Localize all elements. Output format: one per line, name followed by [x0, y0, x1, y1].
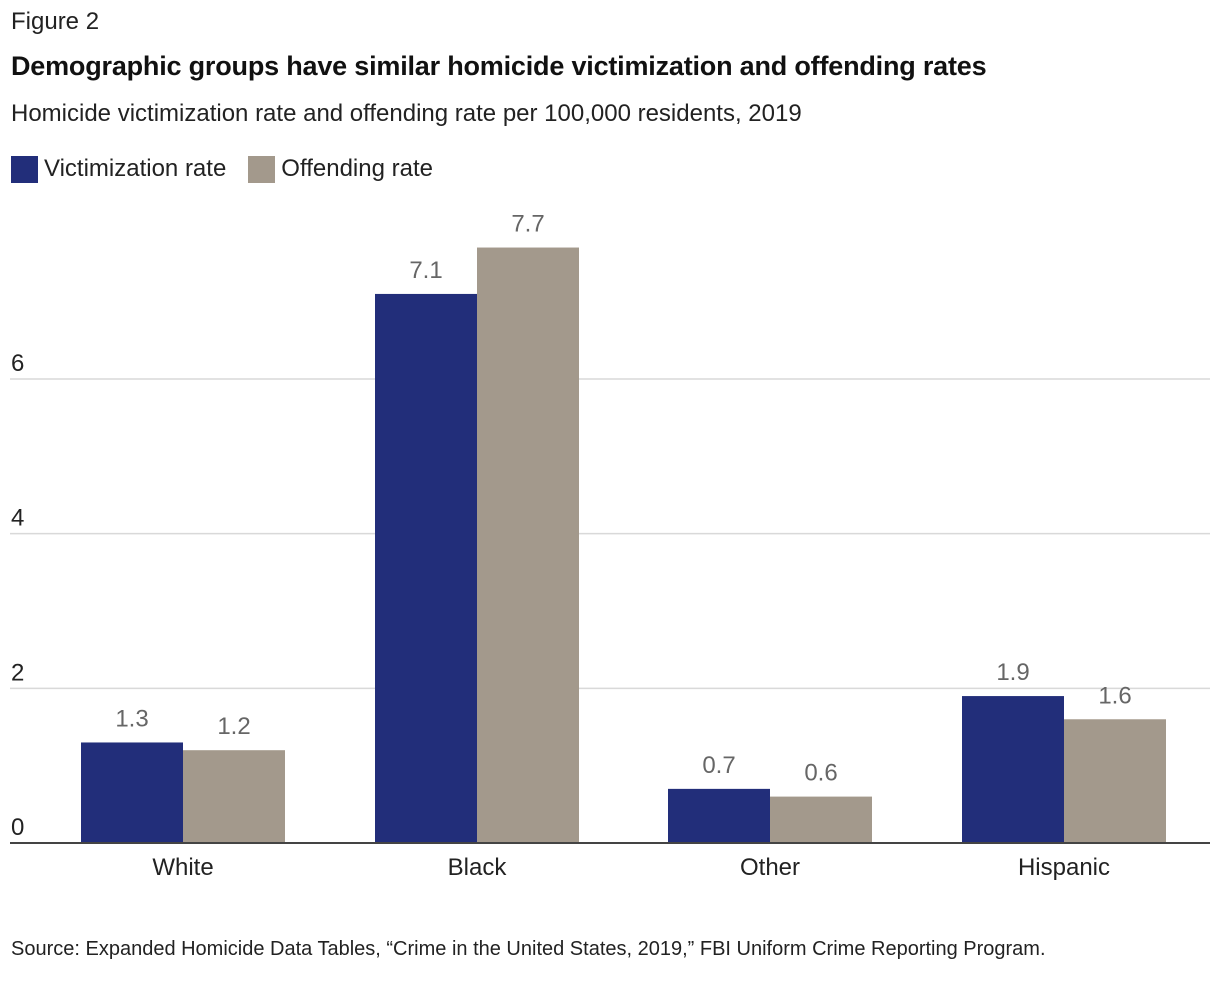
data-label-offending-black: 7.7 [511, 211, 544, 238]
legend-label-victimization: Victimization rate [44, 155, 227, 182]
data-label-offending-hispanic: 1.6 [1098, 682, 1131, 709]
legend-item-offending: Offending rate [248, 155, 433, 183]
x-tick-label-black: Black [448, 854, 508, 881]
legend-item-victimization: Victimization rate [11, 155, 226, 183]
y-tick-label-6: 6 [11, 350, 24, 377]
data-label-offending-other: 0.6 [804, 760, 837, 787]
data-label-offending-white: 1.2 [217, 713, 250, 740]
legend-swatch-offending [248, 155, 276, 183]
bar-victimization-hispanic [962, 696, 1064, 843]
bar-offending-other [770, 796, 872, 843]
source-note: Source: Expanded Homicide Data Tables, “… [11, 938, 1046, 960]
y-tick-label-2: 2 [11, 659, 24, 686]
bar-chart: 0 2 4 6 1.3 1.2 White 7.1 7.7 Black 0.7 0.6 Other 1.9… [10, 211, 1210, 881]
y-tick-label-4: 4 [11, 505, 24, 532]
bar-victimization-other [668, 788, 770, 843]
x-tick-label-hispanic: Hispanic [1018, 854, 1110, 881]
legend-swatch-victimization [11, 155, 38, 183]
bar-victimization-white [81, 742, 183, 843]
bar-victimization-black [375, 293, 477, 843]
data-label-victimization-hispanic: 1.9 [996, 659, 1029, 686]
chart-subtitle: Homicide victimization rate and offendin… [11, 100, 802, 127]
x-tick-label-white: White [152, 854, 213, 881]
legend-label-offending: Offending rate [281, 155, 433, 182]
bar-offending-hispanic [1064, 719, 1166, 843]
data-label-victimization-white: 1.3 [115, 705, 148, 732]
legend: Victimization rate Offending rate [11, 155, 455, 183]
x-tick-label-other: Other [740, 854, 800, 881]
y-tick-label-0: 0 [11, 814, 24, 841]
figure-label: Figure 2 [11, 8, 100, 35]
data-label-victimization-other: 0.7 [702, 752, 735, 779]
bar-offending-black [477, 247, 579, 844]
bar-offending-white [183, 750, 285, 843]
chart-title: Demographic groups have similar homicide… [11, 51, 987, 81]
data-label-victimization-black: 7.1 [409, 257, 442, 284]
